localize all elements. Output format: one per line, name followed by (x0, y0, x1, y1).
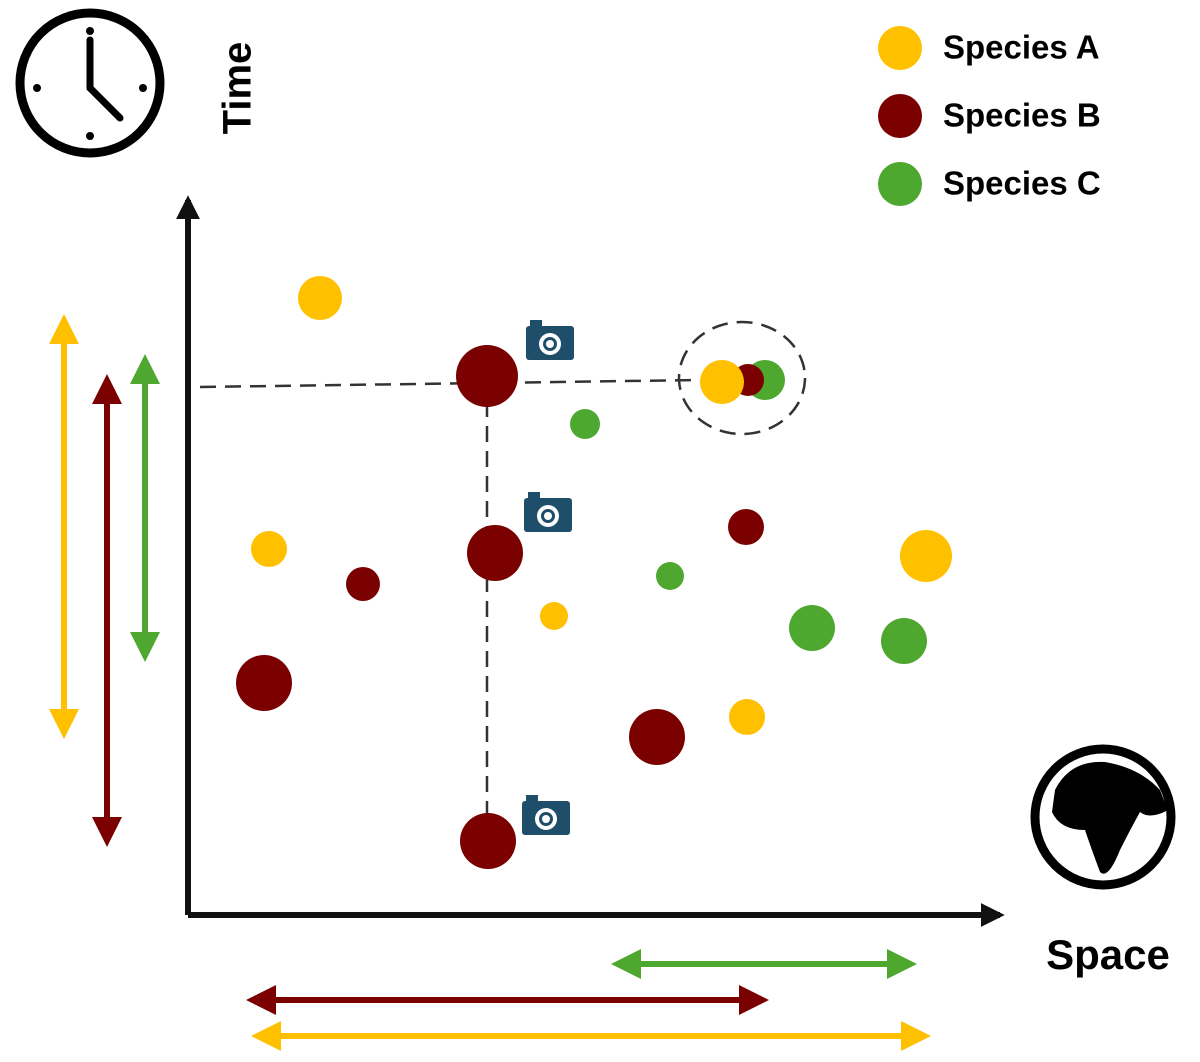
x-axis-label: Space (1046, 931, 1170, 978)
legend-swatch (878, 94, 922, 138)
species-dot (700, 360, 744, 404)
y-axis-label: Time (216, 42, 260, 135)
legend-swatch (878, 162, 922, 206)
globe-icon (1030, 744, 1176, 890)
species-dot (656, 562, 684, 590)
species-dot (728, 509, 764, 545)
species-dot (460, 813, 516, 869)
legend-label: Species C (943, 165, 1101, 202)
species-dot (236, 655, 292, 711)
species-dot (629, 709, 685, 765)
species-dot (456, 345, 518, 407)
camera-icon (526, 320, 574, 360)
species-dot (346, 567, 380, 601)
species-dot (540, 602, 568, 630)
species-dot (789, 605, 835, 651)
species-dot (881, 618, 927, 664)
legend-swatch (878, 26, 922, 70)
species-dot (251, 531, 287, 567)
species-dot (729, 699, 765, 735)
species-dot (467, 525, 523, 581)
species-dot (298, 276, 342, 320)
legend-label: Species A (943, 29, 1100, 66)
species-dot (570, 409, 600, 439)
guides (199, 320, 807, 815)
species-dot (900, 530, 952, 582)
camera-icon (524, 492, 572, 532)
legend-label: Species B (943, 97, 1101, 134)
camera-icon (522, 795, 570, 835)
clock-icon (15, 8, 165, 158)
